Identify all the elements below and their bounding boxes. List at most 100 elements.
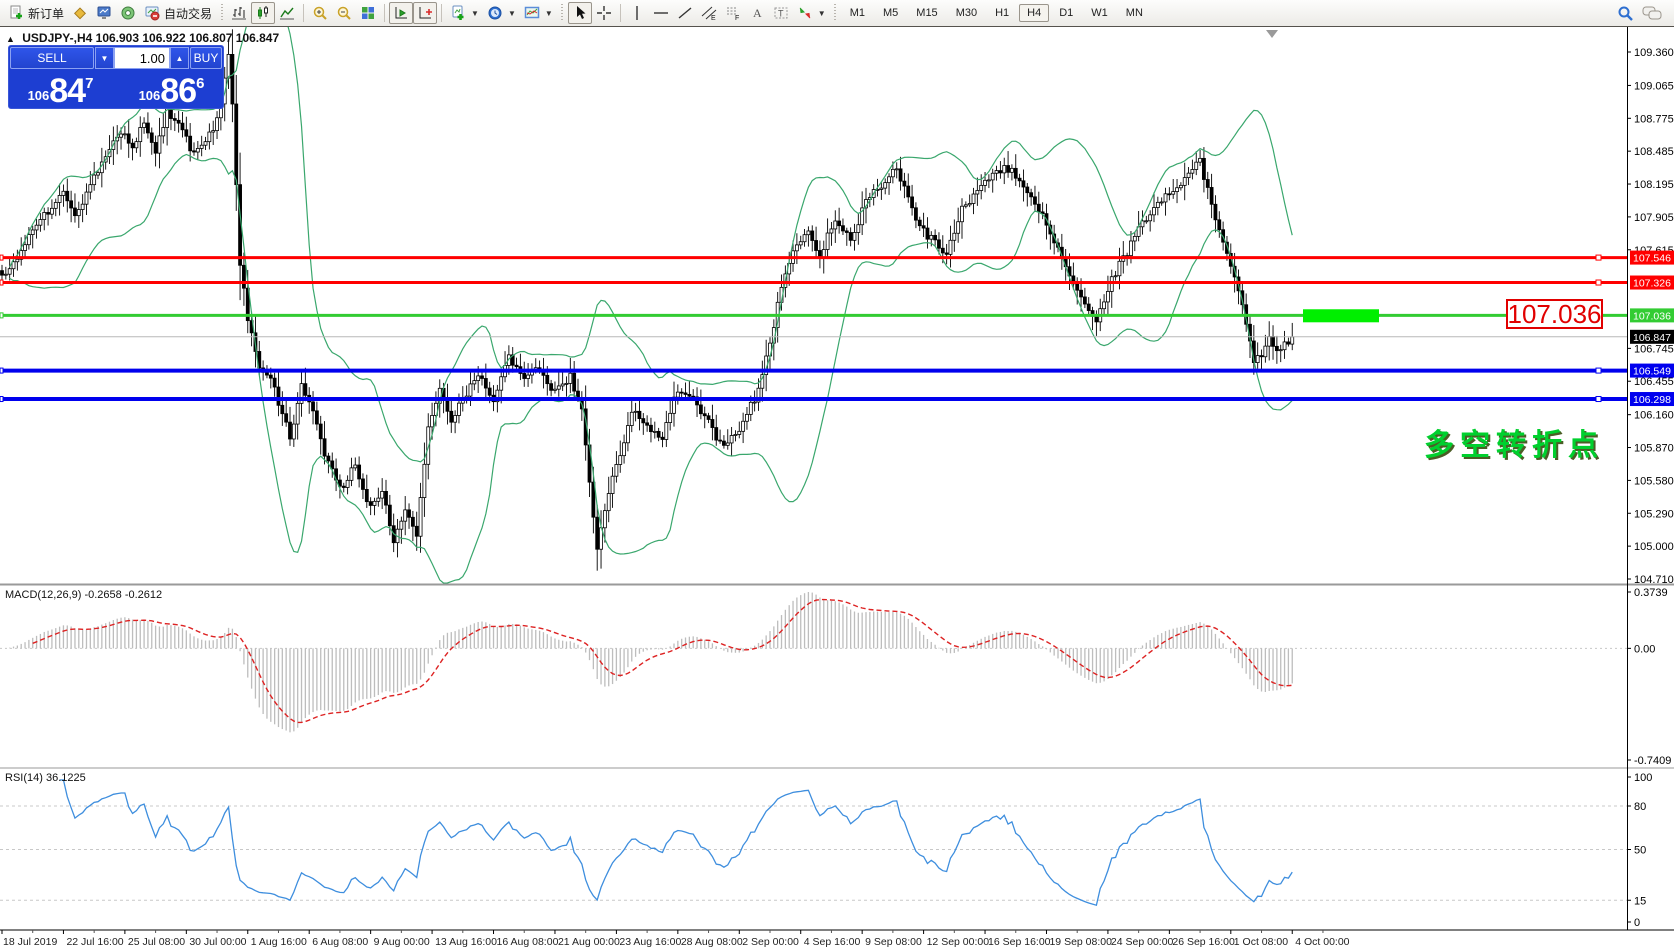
line-chart-button[interactable] xyxy=(275,2,299,24)
volume-decrease-button[interactable]: ▼ xyxy=(95,47,114,69)
templates-icon xyxy=(524,6,540,19)
price-chart[interactable]: 109.360 109.065 108.775 108.485 108.195 107.9… xyxy=(0,27,1674,949)
metaeditor-button[interactable] xyxy=(68,2,92,24)
chat-icon[interactable] xyxy=(1642,5,1662,21)
timeframe-button-m30[interactable]: M30 xyxy=(955,7,978,19)
cursor-button[interactable] xyxy=(567,2,592,24)
svg-text:0: 0 xyxy=(1634,917,1640,929)
chart-shift-icon xyxy=(419,7,433,19)
svg-text:104.710: 104.710 xyxy=(1634,574,1674,586)
tile-windows-button[interactable] xyxy=(356,2,380,24)
timeframe-button-m5[interactable]: M5 xyxy=(883,7,899,19)
new-order-label: 新订单 xyxy=(28,6,65,21)
collapse-arrow-icon[interactable]: ▲ xyxy=(6,34,15,44)
text-button[interactable]: A xyxy=(745,2,769,24)
auto-scroll-button[interactable] xyxy=(389,2,414,24)
svg-text:106.455: 106.455 xyxy=(1634,376,1674,388)
signals-icon xyxy=(121,6,135,20)
horizontal-line-icon xyxy=(653,12,668,14)
arrows-dropdown[interactable]: ▼ xyxy=(793,2,830,24)
svg-text:23 Aug 16:00: 23 Aug 16:00 xyxy=(619,936,681,948)
rsi-indicator-label: RSI(14) 36.1225 xyxy=(5,772,86,784)
turning-point-note[interactable]: 多空转折点 xyxy=(1424,429,1604,462)
svg-text:106.298: 106.298 xyxy=(1633,394,1671,406)
svg-text:30 Jul 00:00: 30 Jul 00:00 xyxy=(189,936,246,948)
svg-text:-0.7409: -0.7409 xyxy=(1634,755,1671,767)
svg-text:26 Sep 16:00: 26 Sep 16:00 xyxy=(1172,936,1235,948)
svg-text:19 Sep 08:00: 19 Sep 08:00 xyxy=(1049,936,1112,948)
svg-text:25 Jul 08:00: 25 Jul 08:00 xyxy=(128,936,185,948)
svg-text:0.3739: 0.3739 xyxy=(1634,587,1668,599)
bid-price-button[interactable]: 106 84 7 xyxy=(9,70,112,108)
svg-text:21 Aug 00:00: 21 Aug 00:00 xyxy=(558,936,620,948)
svg-text:4 Sep 16:00: 4 Sep 16:00 xyxy=(804,936,861,948)
bar-chart-button[interactable] xyxy=(227,2,251,24)
bid-prefix: 106 xyxy=(27,88,50,103)
timeframe-group: M1 M5 M15 M30 H1 H4 D1 W1 MN xyxy=(841,4,1152,22)
svg-text:50: 50 xyxy=(1634,845,1646,857)
price-annotation-box[interactable]: 107.036 xyxy=(1506,298,1603,329)
metaeditor-icon xyxy=(74,7,87,20)
autotrading-button[interactable]: 自动交易 xyxy=(140,2,216,24)
ask-price-button[interactable]: 106 86 6 xyxy=(120,70,223,108)
templates-dropdown[interactable]: ▼ xyxy=(520,2,557,24)
svg-text:100: 100 xyxy=(1634,772,1652,784)
trendline-button[interactable] xyxy=(673,2,697,24)
autotrading-label: 自动交易 xyxy=(164,6,213,21)
svg-text:E: E xyxy=(711,15,716,21)
timeframe-button-m15[interactable]: M15 xyxy=(916,7,938,19)
periods-dropdown[interactable]: ▼ xyxy=(483,2,520,24)
svg-text:0.00: 0.00 xyxy=(1634,643,1655,655)
buy-button[interactable]: BUY xyxy=(190,47,222,69)
svg-text:15: 15 xyxy=(1634,895,1646,907)
toolbar-separator xyxy=(441,4,443,22)
highlight-rectangle-object[interactable] xyxy=(1303,309,1379,323)
search-icon[interactable] xyxy=(1617,5,1634,22)
text-label-button[interactable]: T xyxy=(769,2,793,24)
svg-text:4 Oct 00:00: 4 Oct 00:00 xyxy=(1295,936,1349,948)
svg-text:108.485: 108.485 xyxy=(1634,146,1674,158)
svg-text:18 Jul 2019: 18 Jul 2019 xyxy=(3,936,57,948)
svg-text:F: F xyxy=(735,15,739,21)
bid-big-digits: 84 xyxy=(49,72,86,110)
equidistant-channel-icon: E xyxy=(701,6,717,21)
svg-text:A: A xyxy=(753,6,762,20)
volume-increase-button[interactable]: ▲ xyxy=(170,47,189,69)
svg-text:2 Sep 00:00: 2 Sep 00:00 xyxy=(742,936,799,948)
ask-pip-digit: 6 xyxy=(196,75,205,92)
new-chart-dropdown[interactable]: ▼ xyxy=(446,2,483,24)
signals-button[interactable] xyxy=(116,2,140,24)
dropdown-arrow-icon: ▼ xyxy=(544,8,553,18)
market-watch-button[interactable] xyxy=(92,2,116,24)
line-chart-icon xyxy=(280,7,295,20)
new-order-button[interactable]: 新订单 xyxy=(4,2,68,24)
zoom-out-button[interactable] xyxy=(332,2,356,24)
svg-text:80: 80 xyxy=(1634,801,1646,813)
chart-ohlc: 106.903 106.922 106.807 106.847 xyxy=(95,31,280,45)
horizontal-line-button[interactable] xyxy=(649,2,673,24)
svg-text:109.360: 109.360 xyxy=(1634,47,1674,59)
equidistant-channel-button[interactable]: E xyxy=(697,2,721,24)
timeframe-button-w1[interactable]: W1 xyxy=(1091,7,1108,19)
timeframe-button-h4[interactable]: H4 xyxy=(1019,4,1050,22)
timeframe-button-h1[interactable]: H1 xyxy=(995,7,1010,19)
zoom-out-icon xyxy=(337,6,351,20)
timeframe-button-d1[interactable]: D1 xyxy=(1059,7,1074,19)
cursor-icon xyxy=(576,6,586,19)
crosshair-button[interactable] xyxy=(592,2,616,24)
svg-text:106.745: 106.745 xyxy=(1634,343,1674,355)
sell-button[interactable]: SELL xyxy=(10,47,94,69)
vertical-line-button[interactable] xyxy=(625,2,649,24)
zoom-in-button[interactable] xyxy=(308,2,332,24)
timeframe-button-m1[interactable]: M1 xyxy=(849,7,865,19)
candlestick-chart-button[interactable] xyxy=(251,2,276,24)
ask-prefix: 106 xyxy=(138,88,161,103)
chart-shift-button[interactable] xyxy=(413,2,438,24)
volume-input[interactable] xyxy=(114,47,170,69)
svg-text:105.870: 105.870 xyxy=(1634,443,1674,455)
timeframe-button-mn[interactable]: MN xyxy=(1125,7,1143,19)
fibonacci-button[interactable]: F xyxy=(721,2,745,24)
svg-text:16 Aug 08:00: 16 Aug 08:00 xyxy=(497,936,559,948)
svg-text:105.580: 105.580 xyxy=(1634,475,1674,487)
svg-text:106.160: 106.160 xyxy=(1634,410,1674,422)
